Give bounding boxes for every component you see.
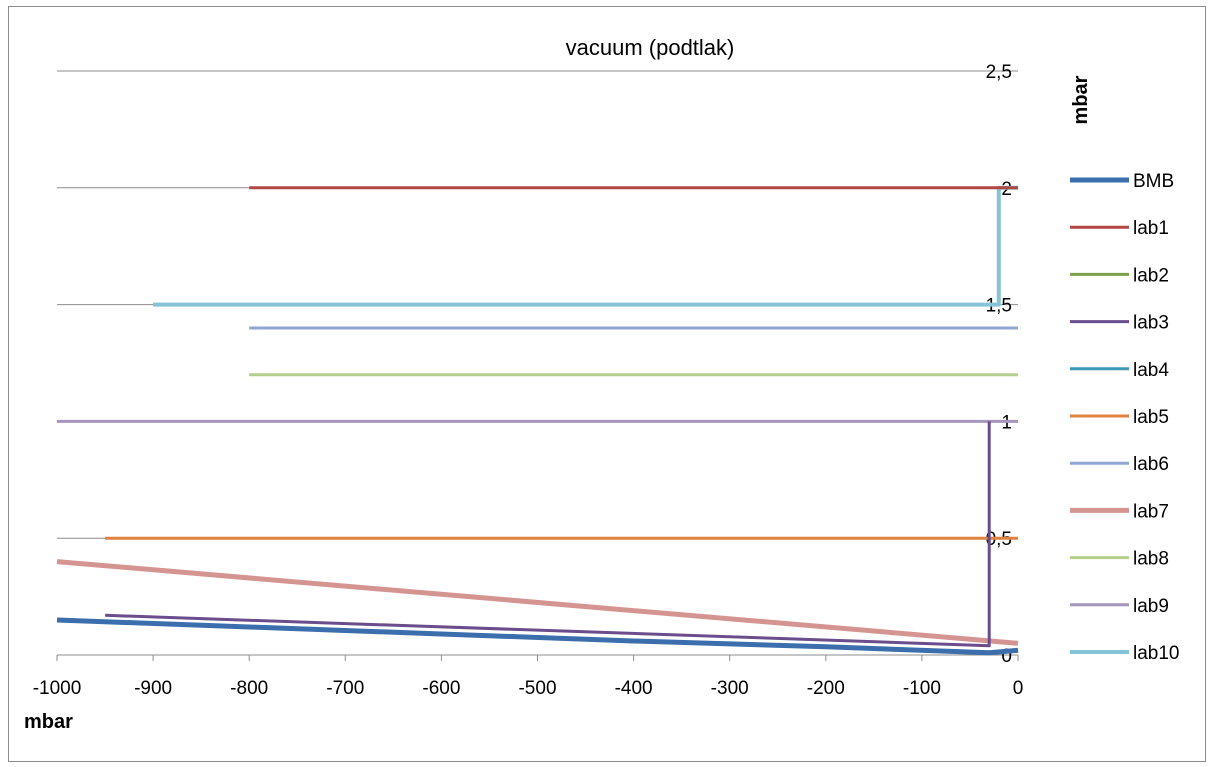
legend-label-lab2: lab2 (1133, 265, 1169, 286)
x-axis: -1000 -900 -800 -700 -600 -500 -400 -300 -200 -10… (33, 654, 1024, 699)
x-tick-label: -400 (615, 678, 653, 699)
x-tick-label: -700 (326, 678, 364, 699)
x-tick-label: -100 (903, 678, 941, 699)
legend-label-lab9: lab9 (1133, 596, 1169, 617)
legend-label-lab6: lab6 (1133, 454, 1169, 475)
legend-label-lab4: lab4 (1133, 360, 1169, 381)
y-tick-label: 2,5 (986, 62, 1012, 83)
x-tick-label: -800 (230, 678, 268, 699)
series-lines (56, 185, 1019, 656)
series-line-lab10 (153, 185, 1018, 307)
x-tick-label: -900 (134, 678, 172, 699)
legend-label-lab5: lab5 (1133, 407, 1169, 428)
legend-label-lab7: lab7 (1133, 501, 1169, 522)
series-line-lab7 (56, 559, 1019, 646)
series-line-lab3 (105, 421, 991, 648)
legend-label-lab8: lab8 (1133, 549, 1169, 570)
x-axis-label: mbar (24, 711, 73, 733)
legend-label-lab3: lab3 (1133, 313, 1169, 334)
x-tick-label: -500 (518, 678, 556, 699)
chart-frame (8, 6, 1206, 762)
legend-label-lab10: lab10 (1133, 643, 1180, 664)
x-tick-label: 0 (1013, 678, 1024, 699)
x-tick-label: -1000 (33, 678, 82, 699)
y-tick-label: 0 (1001, 646, 1012, 667)
chart-title: vacuum (podtlak) (566, 35, 735, 60)
x-tick-label: -200 (807, 678, 845, 699)
x-tick-label: -300 (711, 678, 749, 699)
y-axis-label: mbar (1070, 75, 1092, 124)
legend-label-lab1: lab1 (1133, 218, 1169, 239)
legend-label-bmb: BMB (1133, 171, 1174, 192)
series-line-bmb (56, 617, 1019, 656)
legend: BMB lab1 lab2 lab3 lab4 lab5 lab6 lab7 lab8 lab9 l… (1070, 171, 1180, 664)
x-tick-label: -600 (422, 678, 460, 699)
